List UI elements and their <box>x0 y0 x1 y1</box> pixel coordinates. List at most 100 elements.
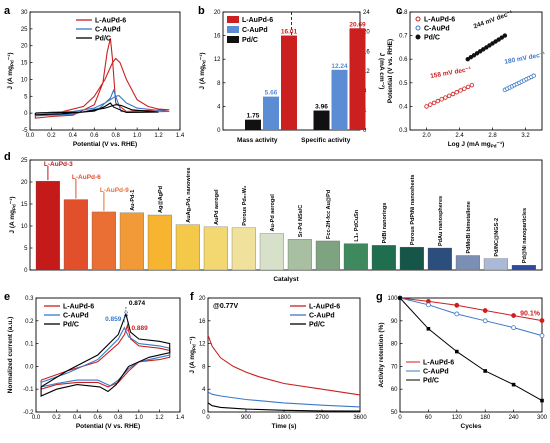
slope-annotation: 244 mV dec⁻¹ <box>473 10 514 31</box>
chronoamperometry-curve <box>207 402 361 412</box>
x-tick-label: 0.4 <box>73 415 82 421</box>
data-point <box>540 398 544 403</box>
panel-letter: f <box>190 291 194 303</box>
y-tick-label: 5 <box>24 94 28 100</box>
cv-curve <box>40 323 171 390</box>
x-axis-label: Potential (V vs. RHE) <box>73 141 137 148</box>
peak-label: 0.889 <box>131 325 148 332</box>
y-tick-label: 0 <box>24 111 28 117</box>
data-point <box>431 100 437 106</box>
category-label: PdBi nanorings <box>382 203 388 244</box>
y-tick-label: 0.0 <box>25 364 34 370</box>
x-tick-label: 120 <box>452 415 463 421</box>
category-label: Pd/NC@NGS-2 <box>494 218 500 257</box>
y-tick-label: 0 <box>363 128 367 134</box>
plot-frame <box>409 11 543 131</box>
plot-frame <box>29 159 543 271</box>
data-point <box>496 37 501 42</box>
legend-label: Pd/C <box>423 377 439 384</box>
y-tick-label: 80 <box>391 342 398 348</box>
x-axis-label: Cycles <box>461 423 482 430</box>
bar <box>119 212 144 271</box>
cv-curve <box>34 38 170 119</box>
data-point <box>493 39 498 44</box>
category-label: Fcc-2H-fcc Au@Pd <box>326 190 332 239</box>
legend-label: L-AuPd-6 <box>95 17 126 24</box>
y-tick-label: 0.3 <box>399 128 408 134</box>
panel-g: g 0 60 120 180 240 300 50 60 70 80 90 100 Cycles Activ… <box>376 291 548 430</box>
y-tick-label: 100 <box>387 296 398 302</box>
x-tick-label: 2.4 <box>455 133 464 139</box>
y-tick-label: 0.2 <box>25 319 34 325</box>
x-tick-label: 180 <box>480 415 491 421</box>
y-tick-label: 10 <box>21 224 28 230</box>
x-tick-label: 0.6 <box>90 133 99 139</box>
y-tick-label: 8 <box>217 81 221 87</box>
legend-label: C-AuPd <box>242 27 268 34</box>
y-tick-label: 10 <box>21 77 28 83</box>
bar <box>281 35 297 130</box>
legend-swatch <box>415 16 421 22</box>
panel-letter: b <box>198 5 205 17</box>
panel-letter: a <box>4 5 11 17</box>
chronoamperometry-curve <box>207 334 361 396</box>
bar <box>331 69 348 130</box>
data-point <box>490 41 495 46</box>
category-label: Au-Pd-1 <box>130 190 136 211</box>
bar <box>427 247 452 271</box>
data-point <box>511 382 516 387</box>
legend-label: Pd/C <box>95 35 111 42</box>
y-tick-label: 30 <box>21 10 28 16</box>
x-tick-label: 1.4 <box>176 415 185 421</box>
bar-value-label: 1.75 <box>247 113 260 120</box>
data-point <box>474 51 480 56</box>
x-tick-label: 1.4 <box>176 133 185 139</box>
chronoamperometry-curve <box>207 391 361 408</box>
bar <box>287 239 312 271</box>
y-axis-label-left: J (A mgPd⁻¹) <box>199 52 207 89</box>
legend-label: C-AuPd <box>95 26 121 33</box>
x-tick-label: 0.0 <box>26 133 35 139</box>
data-point <box>539 318 545 323</box>
category-label: Mass activity <box>237 137 278 144</box>
y-tick-label: 0.1 <box>25 342 34 348</box>
data-point <box>499 35 504 40</box>
bar <box>91 211 116 271</box>
y-tick-label: 20 <box>363 30 370 36</box>
y-axis-label: J (A mgPd⁻¹) <box>189 336 197 373</box>
x-tick-label: 2.0 <box>422 133 431 139</box>
y-tick-label: 5 <box>24 246 28 252</box>
data-point <box>443 95 448 100</box>
legend-label: L-AuPd-6 <box>242 17 273 24</box>
x-tick-label: 60 <box>425 415 432 421</box>
x-tick-label: 1800 <box>277 415 291 421</box>
x-tick-label: 0.6 <box>94 415 103 421</box>
y-tick-label: 25 <box>21 27 28 33</box>
data-point <box>482 318 488 324</box>
y-tick-label: 0.5 <box>399 81 408 87</box>
category-label: Porous PdPtNi nanosheets <box>410 175 416 246</box>
data-point <box>511 325 516 331</box>
x-tick-label: 900 <box>241 415 252 421</box>
category-label: L1₀ PdCuSn <box>354 209 360 241</box>
retention-line <box>399 297 543 402</box>
data-point <box>539 333 545 339</box>
data-point <box>469 82 475 88</box>
data-point <box>458 88 463 93</box>
retention-annotation: 90.1% <box>520 311 541 318</box>
cv-curve <box>34 102 159 116</box>
y-tick-label: 0.3 <box>25 296 34 302</box>
data-point <box>481 47 486 52</box>
y-tick-label: 0 <box>24 268 28 274</box>
bar <box>455 255 480 271</box>
panel-e: e 0.0 0.2 0.4 0.6 0.8 1.0 1.2 1.4 -0.2 -0.1 0.0 0.1 0… <box>4 291 185 430</box>
x-tick-label: 3600 <box>353 415 367 421</box>
bar-value-label: 16.01 <box>281 29 298 36</box>
x-tick-label: 0 <box>398 415 402 421</box>
bar <box>203 226 228 271</box>
peak-label: 0.874 <box>129 300 146 307</box>
category-label: Pd@Ni nanoparticles <box>522 208 528 263</box>
y-tick-label: 24 <box>363 10 370 16</box>
panel-a: a 0.0 0.2 0.4 0.6 0.8 1.0 1.2 1.4 -5 0 5 10 15 20 25 30 P… <box>4 5 185 148</box>
y-tick-label: 20 <box>199 296 206 302</box>
